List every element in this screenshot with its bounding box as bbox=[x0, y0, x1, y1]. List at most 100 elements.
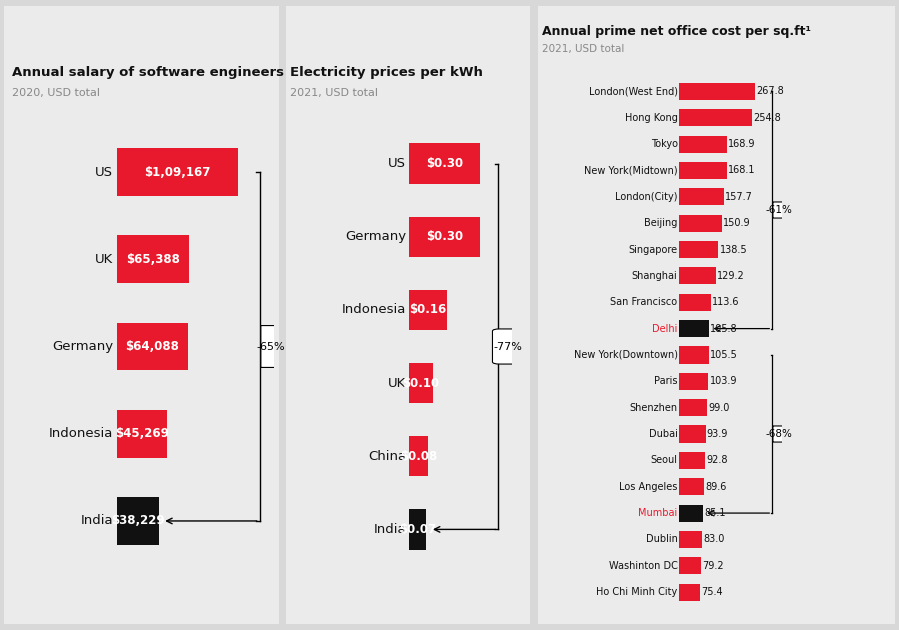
Text: Singapore: Singapore bbox=[628, 244, 678, 255]
Text: Annual salary of software engineers: Annual salary of software engineers bbox=[12, 66, 284, 79]
Bar bbox=[679, 425, 706, 443]
FancyBboxPatch shape bbox=[773, 426, 785, 442]
Text: -77%: -77% bbox=[493, 341, 522, 352]
Text: 89.6: 89.6 bbox=[706, 482, 727, 492]
Text: 93.9: 93.9 bbox=[707, 429, 728, 439]
Bar bbox=[679, 399, 707, 416]
Bar bbox=[679, 557, 701, 575]
Bar bbox=[679, 583, 700, 600]
Text: $0.10: $0.10 bbox=[403, 377, 440, 389]
Bar bbox=[679, 135, 727, 152]
Bar bbox=[117, 148, 238, 196]
Text: 129.2: 129.2 bbox=[717, 271, 744, 281]
Text: US: US bbox=[95, 166, 113, 178]
FancyBboxPatch shape bbox=[493, 329, 522, 364]
Text: 83.0: 83.0 bbox=[704, 534, 725, 544]
Text: 75.4: 75.4 bbox=[701, 587, 723, 597]
Bar bbox=[409, 217, 480, 257]
Text: Shenzhen: Shenzhen bbox=[629, 403, 678, 413]
Text: China: China bbox=[368, 450, 406, 463]
Text: 113.6: 113.6 bbox=[712, 297, 740, 307]
Bar bbox=[679, 320, 709, 337]
Text: 105.5: 105.5 bbox=[710, 350, 738, 360]
Text: Tokyo: Tokyo bbox=[651, 139, 678, 149]
Text: $0.07: $0.07 bbox=[399, 523, 436, 536]
Text: $45,269: $45,269 bbox=[115, 427, 169, 440]
Text: India: India bbox=[81, 515, 113, 527]
Bar bbox=[409, 144, 480, 184]
Bar bbox=[679, 83, 755, 100]
Text: $0.08: $0.08 bbox=[400, 450, 437, 463]
Text: Beijing: Beijing bbox=[645, 218, 678, 228]
Text: -61%: -61% bbox=[765, 205, 792, 215]
Bar bbox=[679, 294, 711, 311]
Text: 92.8: 92.8 bbox=[707, 455, 728, 466]
Text: San Francisco: San Francisco bbox=[610, 297, 678, 307]
Text: Ho Chi Minh City: Ho Chi Minh City bbox=[596, 587, 678, 597]
Text: London(West End): London(West End) bbox=[589, 86, 678, 96]
Text: Germany: Germany bbox=[52, 340, 113, 353]
Bar bbox=[679, 478, 705, 495]
Text: 105.8: 105.8 bbox=[710, 324, 738, 334]
Text: Indonesia: Indonesia bbox=[342, 304, 406, 316]
Text: 99.0: 99.0 bbox=[708, 403, 730, 413]
FancyBboxPatch shape bbox=[773, 202, 785, 218]
Bar bbox=[679, 346, 709, 364]
FancyBboxPatch shape bbox=[261, 326, 281, 367]
Text: 168.1: 168.1 bbox=[728, 166, 755, 176]
Text: Mumbai: Mumbai bbox=[638, 508, 678, 518]
Bar bbox=[117, 497, 159, 545]
Text: $0.30: $0.30 bbox=[426, 230, 463, 243]
Text: 2020, USD total: 2020, USD total bbox=[12, 88, 100, 98]
Text: 138.5: 138.5 bbox=[719, 244, 747, 255]
Bar bbox=[679, 188, 724, 205]
Text: 254.8: 254.8 bbox=[752, 113, 780, 123]
Text: 103.9: 103.9 bbox=[709, 376, 737, 386]
Text: Seoul: Seoul bbox=[651, 455, 678, 466]
Text: 150.9: 150.9 bbox=[723, 218, 751, 228]
Text: $0.16: $0.16 bbox=[409, 304, 447, 316]
Text: UK: UK bbox=[95, 253, 113, 266]
Text: Germany: Germany bbox=[345, 230, 406, 243]
Text: -65%: -65% bbox=[257, 341, 286, 352]
Text: US: US bbox=[388, 157, 406, 170]
Bar bbox=[679, 531, 702, 548]
Text: New York(Downtown): New York(Downtown) bbox=[574, 350, 678, 360]
Text: Indonesia: Indonesia bbox=[49, 427, 113, 440]
Bar bbox=[679, 109, 752, 127]
Text: Dublin: Dublin bbox=[645, 534, 678, 544]
Text: UK: UK bbox=[388, 377, 406, 389]
Bar bbox=[117, 410, 167, 458]
Text: London(City): London(City) bbox=[615, 192, 678, 202]
Bar bbox=[409, 290, 447, 330]
Text: 2021, USD total: 2021, USD total bbox=[542, 44, 625, 54]
Text: Dubai: Dubai bbox=[649, 429, 678, 439]
Text: $1,09,167: $1,09,167 bbox=[144, 166, 210, 178]
Bar bbox=[679, 505, 703, 522]
Text: Shanghai: Shanghai bbox=[632, 271, 678, 281]
Bar bbox=[409, 436, 428, 476]
Text: Los Angeles: Los Angeles bbox=[619, 482, 678, 492]
Text: 168.9: 168.9 bbox=[728, 139, 756, 149]
Text: -68%: -68% bbox=[765, 429, 792, 439]
Bar bbox=[679, 241, 718, 258]
Text: India: India bbox=[374, 523, 406, 536]
Bar bbox=[679, 215, 722, 232]
Text: $65,388: $65,388 bbox=[126, 253, 180, 266]
Text: Hong Kong: Hong Kong bbox=[625, 113, 678, 123]
Bar bbox=[117, 235, 190, 284]
Text: $0.30: $0.30 bbox=[426, 157, 463, 170]
Text: 2021, USD total: 2021, USD total bbox=[290, 88, 378, 98]
Text: Washinton DC: Washinton DC bbox=[609, 561, 678, 571]
Bar bbox=[409, 363, 432, 403]
Text: 267.8: 267.8 bbox=[756, 86, 784, 96]
Text: Paris: Paris bbox=[654, 376, 678, 386]
Text: Annual prime net office cost per sq.ft¹: Annual prime net office cost per sq.ft¹ bbox=[542, 25, 811, 38]
Text: New York(Midtown): New York(Midtown) bbox=[584, 166, 678, 176]
Text: $38,229: $38,229 bbox=[111, 515, 165, 527]
Text: 79.2: 79.2 bbox=[702, 561, 725, 571]
Text: 157.7: 157.7 bbox=[725, 192, 752, 202]
Bar bbox=[679, 452, 706, 469]
Bar bbox=[409, 509, 426, 549]
Text: 85.1: 85.1 bbox=[704, 508, 725, 518]
